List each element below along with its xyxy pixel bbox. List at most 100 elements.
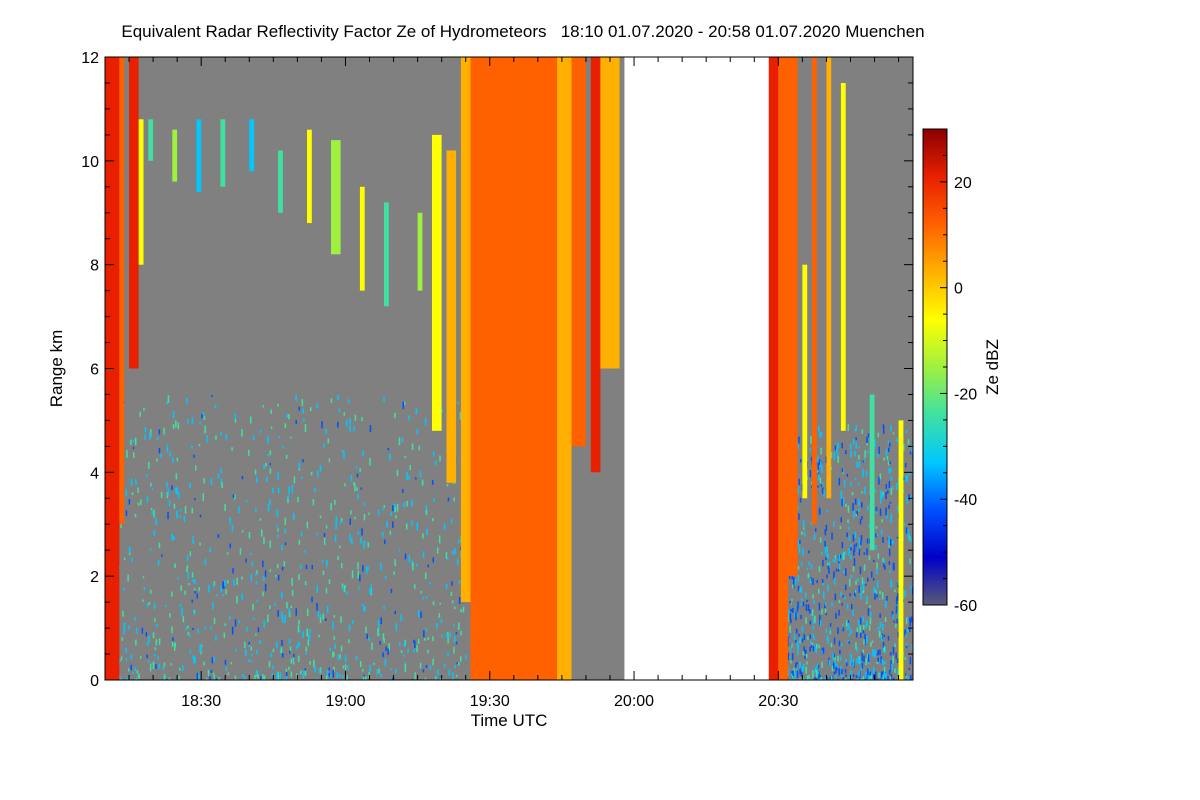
speckle-pixel [354,414,357,421]
speckle-pixel [834,555,837,561]
speckle-pixel [872,578,875,581]
speckle-pixel [460,609,462,613]
speckle-pixel [867,505,869,511]
speckle-pixel [175,487,177,494]
speckle-pixel [451,581,453,586]
speckle-pixel [857,619,860,627]
speckle-pixel [458,597,461,605]
speckle-pixel [875,506,878,512]
speckle-pixel [808,561,810,566]
speckle-pixel [846,627,848,631]
speckle-pixel [406,472,408,480]
speckle-pixel [408,475,410,480]
speckle-pixel [858,498,860,502]
speckle-pixel [796,641,798,645]
speckle-pixel [859,625,862,633]
speckle-pixel [281,592,283,599]
speckle-pixel [317,611,320,618]
speckle-pixel [206,435,209,443]
speckle-pixel [458,539,460,544]
speckle-pixel [362,604,364,607]
speckle-pixel [809,609,811,615]
speckle-pixel [314,487,316,492]
speckle-pixel [790,660,792,664]
speckle-pixel [841,442,843,449]
speckle-pixel [805,653,808,658]
speckle-pixel [186,555,189,561]
speckle-pixel [826,574,828,579]
speckle-pixel [150,482,152,487]
speckle-pixel [839,563,841,570]
speckle-pixel [876,678,878,680]
speckle-pixel [877,453,879,458]
speckle-pixel [343,412,345,416]
speckle-pixel [286,602,288,609]
speckle-pixel [259,429,262,433]
speckle-pixel [172,535,174,541]
speckle-pixel [458,662,460,666]
speckle-pixel [306,521,309,529]
speckle-pixel [909,618,911,627]
speckle-pixel [435,460,437,466]
speckle-pixel [263,620,265,628]
echo-column [802,264,808,499]
echo-column [138,119,144,265]
speckle-pixel [232,494,235,498]
speckle-pixel [812,633,814,637]
speckle-pixel [390,588,393,594]
speckle-pixel [203,416,206,420]
speckle-pixel [850,544,852,549]
speckle-pixel [910,495,912,499]
speckle-pixel [454,635,456,643]
speckle-pixel [816,671,819,674]
speckle-pixel [383,505,385,508]
speckle-pixel [213,675,216,680]
speckle-pixel [207,669,210,676]
speckle-pixel [276,641,278,649]
speckle-pixel [798,436,800,444]
speckle-pixel [861,502,863,508]
speckle-pixel [433,451,435,457]
speckle-pixel [259,518,262,521]
speckle-pixel [859,587,862,590]
speckle-pixel [133,452,135,458]
speckle-pixel [849,660,852,666]
echo-column [778,57,788,680]
speckle-pixel [892,486,894,490]
speckle-pixel [293,476,296,484]
speckle-pixel [805,592,807,598]
speckle-pixel [277,528,279,532]
x-tick-label: 20:00 [614,693,654,710]
speckle-pixel [888,504,890,509]
speckle-pixel [217,534,220,538]
speckle-pixel [153,530,155,536]
speckle-pixel [824,540,826,547]
speckle-pixel [850,450,852,458]
speckle-pixel [819,675,821,678]
speckle-pixel [867,577,869,582]
speckle-pixel [873,667,875,675]
speckle-pixel [347,665,349,670]
speckle-pixel [805,604,808,611]
speckle-pixel [809,634,811,639]
speckle-pixel [422,533,424,539]
speckle-pixel [288,414,290,420]
speckle-pixel [298,467,301,471]
speckle-pixel [142,576,145,579]
speckle-pixel [877,650,879,655]
speckle-pixel [414,584,416,589]
speckle-pixel [869,675,872,678]
speckle-pixel [229,615,231,620]
speckle-pixel [355,466,358,469]
speckle-pixel [453,624,455,627]
speckle-pixel [425,504,427,513]
speckle-pixel [224,623,226,627]
speckle-pixel [441,678,443,680]
speckle-pixel [876,562,878,569]
speckle-pixel [280,647,283,653]
speckle-pixel [208,584,210,593]
speckle-pixel [403,401,406,405]
speckle-pixel [802,601,805,607]
speckle-pixel [890,652,892,656]
speckle-pixel [856,461,858,468]
